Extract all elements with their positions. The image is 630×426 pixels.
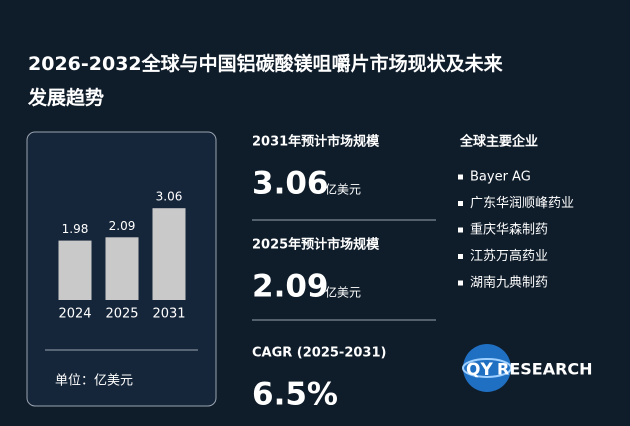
stat-value: 2.09 [252, 269, 329, 305]
value-label: 2.09 [109, 219, 136, 233]
value-label: 1.98 [62, 222, 89, 236]
logo-ring [462, 358, 512, 378]
x-tick-label: 2031 [152, 307, 185, 322]
value-label: 3.06 [156, 190, 183, 204]
bullet [458, 201, 463, 206]
bar [105, 237, 139, 300]
logo-prefix: QY [466, 360, 493, 380]
x-tick-label: 2024 [58, 307, 91, 322]
bullet [458, 174, 463, 180]
company: Bayer AG [470, 170, 531, 185]
page-title: 2026-2032全球与中国铝碳酸镁咀嚼片市场现状及未来发展趋势 [27, 52, 503, 109]
stat-unit: 亿美元 [325, 285, 361, 300]
stat-value: 3.06 [252, 166, 329, 202]
x-tick-label: 2025 [105, 307, 138, 322]
company: 江苏万高药业 [470, 248, 548, 264]
companies-title: 全球主要企业 [459, 134, 538, 150]
unit-label: 单位：亿美元 [55, 374, 133, 389]
logo-suffix: RESEARCH [497, 360, 593, 379]
stat-unit: 亿美元 [325, 182, 361, 197]
company: 湖南九典制药 [470, 275, 548, 291]
stat-value: 6.5% [252, 377, 338, 413]
bullet [458, 280, 463, 286]
stat-label: 2031年预计市场规模 [252, 134, 380, 150]
company: 重庆华森制药 [470, 222, 548, 238]
stat-label: CAGR (2025-2031) [252, 346, 386, 361]
bullet [458, 227, 463, 233]
bar [58, 240, 92, 300]
logo-globe [463, 344, 511, 392]
bullet [458, 254, 463, 259]
bar [152, 208, 186, 300]
company: 广东华润顺峰药业 [470, 196, 574, 211]
stat-label: 2025年预计市场规模 [252, 237, 380, 253]
